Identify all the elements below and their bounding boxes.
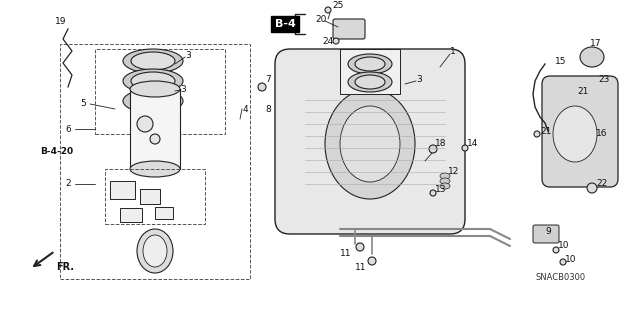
Circle shape	[356, 243, 364, 251]
Bar	[60, 44, 250, 279]
Text: 5: 5	[80, 100, 86, 108]
Text: 8: 8	[265, 105, 271, 114]
Ellipse shape	[130, 161, 180, 177]
Bar	[95, 49, 225, 134]
Text: 10: 10	[565, 255, 577, 263]
Text: 22: 22	[596, 180, 607, 189]
Bar	[155, 207, 173, 219]
Circle shape	[571, 92, 577, 98]
Text: 10: 10	[558, 241, 570, 250]
Bar	[340, 49, 400, 94]
Text: B-4-20: B-4-20	[40, 146, 73, 155]
Circle shape	[150, 134, 160, 144]
Ellipse shape	[440, 173, 450, 179]
Ellipse shape	[123, 89, 183, 113]
Text: 14: 14	[467, 139, 478, 149]
Ellipse shape	[131, 92, 175, 110]
Text: 3: 3	[180, 85, 186, 93]
Text: 13: 13	[435, 184, 447, 194]
Text: 12: 12	[448, 167, 460, 175]
Ellipse shape	[348, 72, 392, 92]
Text: 11: 11	[340, 249, 351, 258]
Text: 9: 9	[545, 226, 551, 235]
Circle shape	[534, 131, 540, 137]
Ellipse shape	[340, 106, 400, 182]
Bar	[120, 208, 142, 222]
Circle shape	[333, 38, 339, 44]
Bar	[105, 169, 205, 224]
Text: 4: 4	[243, 105, 248, 114]
Text: 18: 18	[435, 139, 447, 149]
Ellipse shape	[123, 49, 183, 73]
Circle shape	[430, 190, 436, 196]
Text: SNACB0300: SNACB0300	[535, 272, 585, 281]
Circle shape	[587, 183, 597, 193]
Text: 21: 21	[540, 127, 552, 136]
Text: B-4: B-4	[275, 19, 296, 29]
Text: 15: 15	[555, 56, 566, 65]
FancyBboxPatch shape	[275, 49, 465, 234]
Bar	[140, 189, 160, 204]
Circle shape	[325, 7, 331, 13]
Text: 6: 6	[65, 124, 71, 133]
Text: FR.: FR.	[56, 262, 74, 272]
Ellipse shape	[440, 183, 450, 189]
FancyBboxPatch shape	[333, 19, 365, 39]
Ellipse shape	[348, 54, 392, 74]
Text: 2: 2	[65, 180, 70, 189]
Circle shape	[553, 247, 559, 253]
Ellipse shape	[580, 47, 604, 67]
FancyBboxPatch shape	[533, 225, 559, 243]
Text: 17: 17	[590, 40, 602, 48]
Ellipse shape	[440, 178, 450, 184]
Bar	[110, 181, 135, 199]
Circle shape	[429, 145, 437, 153]
Ellipse shape	[131, 72, 175, 90]
Text: 25: 25	[332, 2, 344, 11]
FancyBboxPatch shape	[542, 76, 618, 187]
Circle shape	[368, 257, 376, 265]
Text: 23: 23	[598, 75, 609, 84]
Ellipse shape	[355, 75, 385, 89]
Circle shape	[560, 259, 566, 265]
Text: 1: 1	[450, 47, 456, 56]
Ellipse shape	[553, 106, 597, 162]
Text: 21: 21	[577, 86, 588, 95]
Ellipse shape	[137, 229, 173, 273]
Ellipse shape	[123, 69, 183, 93]
Text: 3: 3	[185, 51, 191, 61]
Text: 20: 20	[315, 14, 326, 24]
Text: 16: 16	[596, 130, 607, 138]
Bar	[130, 89, 180, 169]
Circle shape	[591, 78, 599, 86]
Ellipse shape	[355, 57, 385, 71]
Text: 19: 19	[55, 17, 67, 26]
Ellipse shape	[325, 89, 415, 199]
Ellipse shape	[130, 81, 180, 97]
Text: 3: 3	[416, 75, 422, 84]
Text: 24: 24	[322, 36, 333, 46]
Circle shape	[462, 145, 468, 151]
Ellipse shape	[143, 235, 167, 267]
Text: 7: 7	[265, 75, 271, 84]
Ellipse shape	[131, 52, 175, 70]
Circle shape	[258, 83, 266, 91]
Circle shape	[137, 116, 153, 132]
Text: 11: 11	[355, 263, 367, 271]
